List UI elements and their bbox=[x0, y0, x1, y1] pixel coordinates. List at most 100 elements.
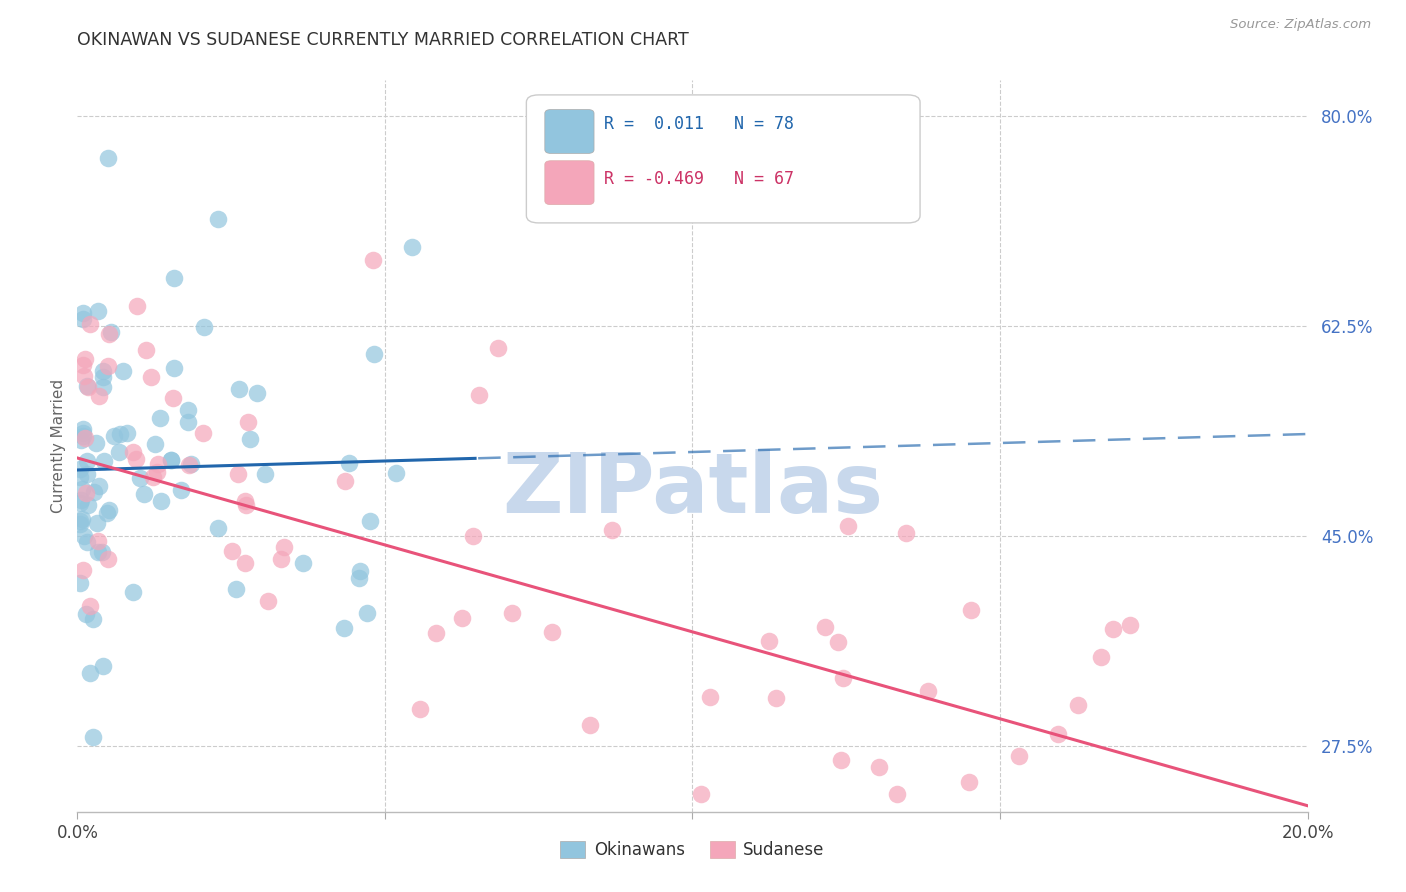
Point bbox=[337, 456, 360, 470]
Point bbox=[254, 467, 277, 481]
FancyBboxPatch shape bbox=[526, 95, 920, 223]
Point bbox=[143, 436, 166, 450]
Point bbox=[142, 470, 165, 484]
Point bbox=[97, 551, 120, 566]
Point bbox=[257, 594, 280, 608]
Point bbox=[91, 380, 114, 394]
Point bbox=[832, 671, 855, 685]
Point bbox=[1008, 749, 1031, 764]
Point bbox=[98, 327, 121, 342]
Point bbox=[98, 503, 121, 517]
Point bbox=[170, 483, 193, 497]
Point bbox=[76, 379, 98, 393]
Point bbox=[115, 426, 138, 441]
Point bbox=[225, 582, 247, 596]
Point bbox=[273, 540, 295, 554]
Point bbox=[163, 360, 186, 375]
Point bbox=[112, 364, 135, 378]
Point bbox=[132, 487, 155, 501]
Point bbox=[221, 544, 243, 558]
Point bbox=[83, 485, 105, 500]
Point bbox=[79, 317, 101, 331]
Point bbox=[356, 606, 378, 620]
Point bbox=[70, 482, 93, 496]
FancyBboxPatch shape bbox=[546, 161, 595, 204]
Point bbox=[177, 458, 200, 472]
Text: R = -0.469   N = 67: R = -0.469 N = 67 bbox=[605, 170, 794, 188]
Point bbox=[96, 506, 118, 520]
Point bbox=[163, 270, 186, 285]
Point bbox=[72, 422, 94, 436]
Point bbox=[93, 454, 115, 468]
Point bbox=[193, 320, 215, 334]
Point bbox=[180, 457, 202, 471]
Point bbox=[349, 564, 371, 578]
Point bbox=[830, 753, 852, 767]
Point bbox=[149, 410, 172, 425]
Point bbox=[425, 626, 447, 640]
Point bbox=[97, 359, 120, 374]
Y-axis label: Currently Married: Currently Married bbox=[51, 379, 66, 513]
Point bbox=[86, 545, 108, 559]
Point bbox=[385, 466, 408, 480]
Point bbox=[75, 431, 97, 445]
Point bbox=[91, 363, 114, 377]
Point bbox=[1067, 698, 1090, 712]
Point bbox=[191, 425, 214, 440]
Point bbox=[127, 299, 149, 313]
Point bbox=[72, 563, 94, 577]
Point bbox=[103, 429, 125, 443]
Point bbox=[76, 534, 98, 549]
Point bbox=[73, 369, 96, 384]
Point bbox=[896, 525, 918, 540]
Point bbox=[363, 346, 385, 360]
Point bbox=[141, 369, 163, 384]
Point bbox=[235, 498, 257, 512]
Point bbox=[107, 445, 129, 459]
Point bbox=[97, 151, 120, 165]
Point bbox=[957, 774, 980, 789]
Point bbox=[541, 624, 564, 639]
FancyBboxPatch shape bbox=[546, 110, 595, 153]
Point bbox=[146, 465, 169, 479]
Point bbox=[159, 453, 181, 467]
Point bbox=[89, 479, 111, 493]
Point bbox=[765, 691, 787, 706]
Point bbox=[122, 444, 145, 458]
Point bbox=[76, 467, 98, 481]
Point bbox=[91, 658, 114, 673]
Point bbox=[1046, 726, 1069, 740]
Point bbox=[70, 433, 93, 447]
Point bbox=[468, 388, 491, 402]
Point bbox=[128, 470, 150, 484]
Point bbox=[125, 451, 148, 466]
Point bbox=[75, 607, 97, 622]
Point bbox=[149, 494, 172, 508]
Point bbox=[122, 585, 145, 599]
Point bbox=[87, 534, 110, 549]
Point bbox=[69, 575, 91, 590]
Point bbox=[1119, 617, 1142, 632]
Point bbox=[72, 312, 94, 326]
Point bbox=[162, 391, 184, 405]
Point bbox=[501, 606, 523, 620]
Point bbox=[73, 529, 96, 543]
Point bbox=[837, 519, 859, 533]
Point bbox=[70, 512, 93, 526]
Point bbox=[451, 611, 474, 625]
Point bbox=[699, 690, 721, 705]
Point bbox=[79, 599, 101, 613]
Point bbox=[72, 426, 94, 441]
Point bbox=[827, 635, 849, 649]
Point bbox=[69, 516, 91, 531]
Point bbox=[100, 325, 122, 339]
Point bbox=[758, 634, 780, 648]
Point bbox=[69, 470, 91, 484]
Point bbox=[228, 383, 250, 397]
Point bbox=[486, 341, 509, 355]
Point bbox=[146, 457, 169, 471]
Point bbox=[917, 683, 939, 698]
Point bbox=[82, 730, 104, 744]
Text: ZIPatlas: ZIPatlas bbox=[502, 450, 883, 531]
Point bbox=[89, 389, 111, 403]
